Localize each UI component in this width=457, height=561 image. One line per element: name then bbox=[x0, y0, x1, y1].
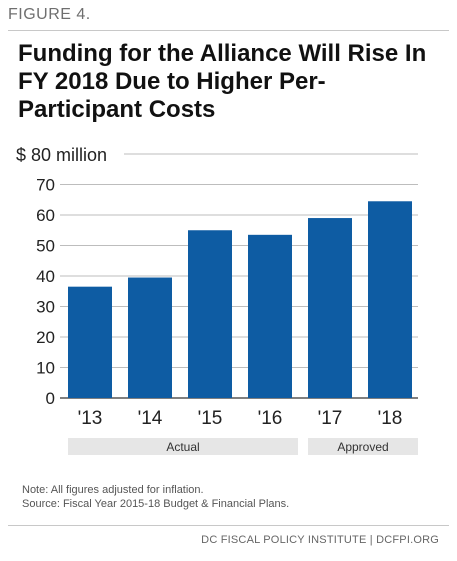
group-label: Actual bbox=[166, 440, 199, 454]
chart-title: Funding for the Alliance Will Rise In FY… bbox=[18, 40, 427, 123]
group-label: Approved bbox=[337, 440, 388, 454]
y-tick-label: 20 bbox=[36, 328, 55, 347]
top-divider bbox=[8, 30, 449, 31]
y-tick-label: 30 bbox=[36, 298, 55, 317]
bar bbox=[368, 201, 412, 398]
note-text: Note: All figures adjusted for inflation… bbox=[22, 484, 204, 496]
x-tick-label: '15 bbox=[198, 408, 223, 429]
group-band bbox=[68, 438, 298, 455]
group-band bbox=[308, 438, 418, 455]
y-tick-label: 10 bbox=[36, 359, 55, 378]
chart-notes: Note: All figures adjusted for inflation… bbox=[22, 483, 289, 511]
bar bbox=[68, 286, 112, 398]
y-axis-top-label: $ 80 million bbox=[16, 145, 107, 165]
x-tick-label: '17 bbox=[318, 408, 343, 429]
y-tick-label: 70 bbox=[36, 176, 55, 195]
figure-label: FIGURE 4. bbox=[8, 6, 91, 23]
y-tick-label: 60 bbox=[36, 206, 55, 225]
bottom-divider bbox=[8, 525, 449, 526]
bar bbox=[128, 277, 172, 398]
bar-chart: $ 80 million 0 10 20 30 40 50 60 70 '13 '14 '15 '16 '… bbox=[16, 145, 418, 455]
bar bbox=[248, 234, 292, 398]
x-tick-label: '18 bbox=[378, 408, 403, 429]
footer-credit: DC FISCAL POLICY INSTITUTE | DCFPI.ORG bbox=[201, 534, 439, 546]
x-tick-label: '14 bbox=[138, 408, 163, 429]
source-text: Source: Fiscal Year 2015-18 Budget & Fin… bbox=[22, 498, 290, 510]
bar bbox=[308, 218, 352, 398]
bar bbox=[188, 230, 232, 398]
x-tick-label: '16 bbox=[258, 408, 283, 429]
x-tick-label: '13 bbox=[78, 408, 103, 429]
y-tick-label: 0 bbox=[46, 389, 55, 408]
y-tick-label: 50 bbox=[36, 237, 55, 256]
y-tick-label: 40 bbox=[36, 267, 55, 286]
